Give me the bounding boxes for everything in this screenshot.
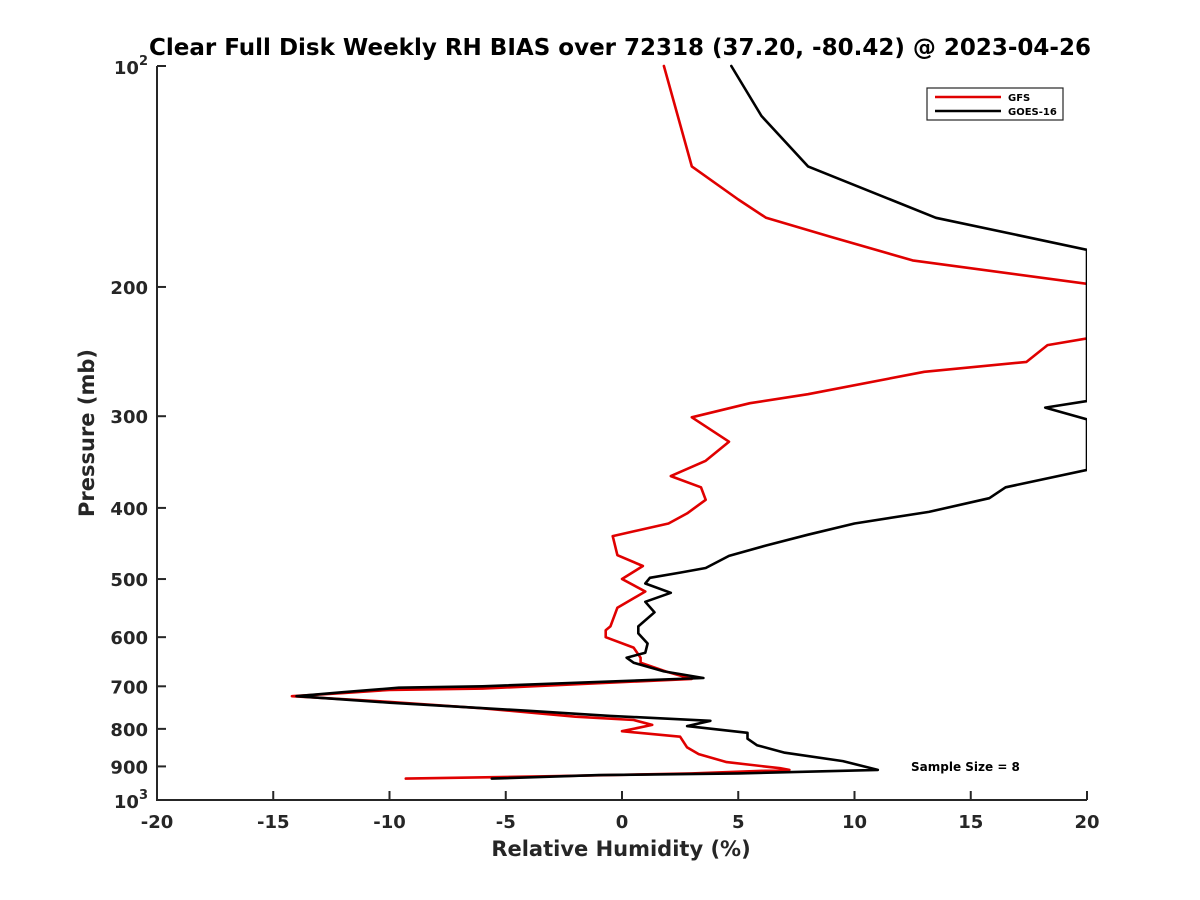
y-tick-label: 500 bbox=[110, 570, 148, 591]
y-tick-label: 600 bbox=[110, 628, 148, 649]
y-tick-label: 200 bbox=[110, 278, 148, 299]
series-lines bbox=[290, 64, 1087, 780]
x-axis-label: Relative Humidity (%) bbox=[491, 837, 750, 861]
legend-label-goes16: GOES-16 bbox=[1008, 107, 1057, 118]
y-tick-label: 700 bbox=[110, 677, 148, 698]
legend: GFS GOES-16 bbox=[926, 87, 1064, 121]
chart-title: Clear Full Disk Weekly RH BIAS over 7231… bbox=[149, 35, 1091, 61]
y-tick-label-power: 103 bbox=[114, 788, 148, 813]
sample-size-annotation: Sample Size = 8 bbox=[911, 760, 1020, 774]
x-tick-label: 5 bbox=[732, 812, 745, 833]
series-line-goes16 bbox=[295, 64, 1087, 780]
x-tick-label: 10 bbox=[842, 812, 867, 833]
y-tick-label: 400 bbox=[110, 499, 148, 520]
plot-area bbox=[156, 66, 1087, 801]
y-tick-label: 900 bbox=[110, 757, 148, 778]
y-ticks: 102 200 300 400 500 600 700 800 900 103 bbox=[110, 54, 166, 813]
x-tick-label: 15 bbox=[958, 812, 983, 833]
x-tick-label: -10 bbox=[373, 812, 406, 833]
x-tick-label: 0 bbox=[616, 812, 629, 833]
x-tick-label: -15 bbox=[257, 812, 290, 833]
series-line-gfs bbox=[290, 64, 1087, 780]
y-tick-label-power: 102 bbox=[114, 54, 148, 79]
y-tick-label: 800 bbox=[110, 720, 148, 741]
x-tick-label: 20 bbox=[1074, 812, 1099, 833]
y-tick-label: 300 bbox=[110, 407, 148, 428]
legend-label-gfs: GFS bbox=[1008, 93, 1030, 104]
x-tick-label: -20 bbox=[141, 812, 174, 833]
legend-box bbox=[926, 87, 1064, 121]
y-axis-label: Pressure (mb) bbox=[75, 349, 99, 517]
x-ticks: -20 -15 -10 -5 0 5 10 15 20 bbox=[141, 791, 1100, 833]
x-tick-label: -5 bbox=[496, 812, 516, 833]
